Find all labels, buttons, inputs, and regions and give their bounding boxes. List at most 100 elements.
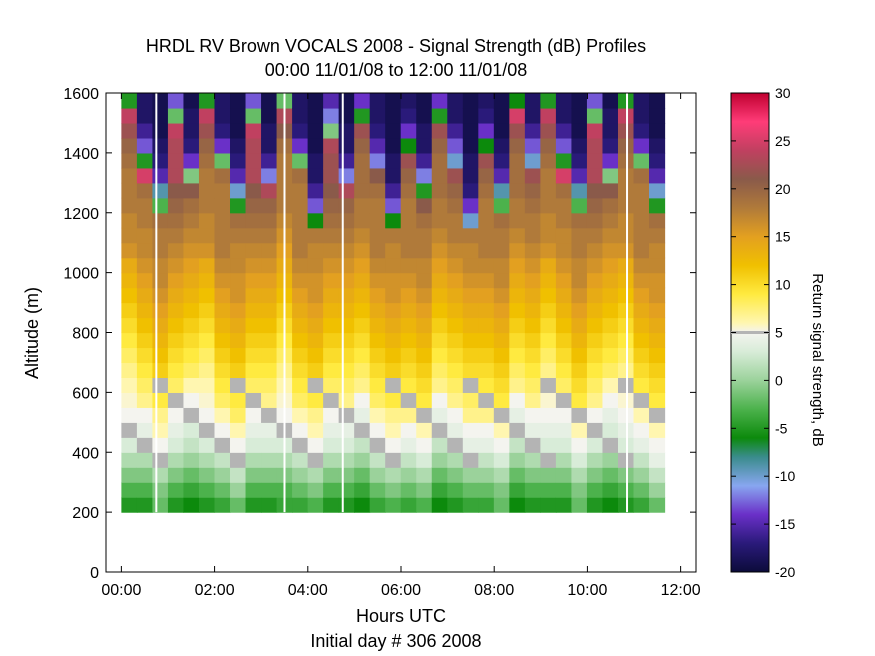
heatmap-cell xyxy=(354,227,371,244)
heatmap-cell xyxy=(136,137,154,154)
heatmap-cell xyxy=(385,467,402,483)
heatmap-cell xyxy=(633,197,650,214)
heatmap-cell xyxy=(478,437,495,453)
heatmap-cell xyxy=(183,377,200,393)
heatmap-cell xyxy=(167,242,185,259)
heatmap-cell xyxy=(478,257,495,274)
heatmap-cell xyxy=(198,332,216,349)
heatmap-cell xyxy=(245,227,262,244)
heatmap-cell xyxy=(292,107,309,124)
heatmap-cell xyxy=(400,122,417,139)
y-tick-label: 400 xyxy=(72,445,99,462)
heatmap-cell xyxy=(338,332,355,349)
heatmap-cell xyxy=(307,317,324,334)
heatmap-cell xyxy=(555,452,573,468)
heatmap-cell xyxy=(555,227,573,244)
heatmap-cell xyxy=(540,362,557,379)
heatmap-cell xyxy=(540,332,557,349)
heatmap-cell xyxy=(462,152,479,169)
y-tick-label: 1200 xyxy=(63,206,99,223)
heatmap-cell xyxy=(493,422,510,438)
heatmap-cell xyxy=(462,182,479,199)
heatmap-cell xyxy=(602,392,619,408)
heatmap-cell xyxy=(649,347,666,364)
heatmap-cell xyxy=(136,302,154,319)
heatmap-cell xyxy=(136,377,154,393)
heatmap-cell xyxy=(586,152,604,169)
heatmap-cell xyxy=(649,392,666,408)
heatmap-cell xyxy=(478,272,495,289)
heatmap-cell xyxy=(571,482,588,498)
heatmap-cell xyxy=(152,287,169,304)
heatmap-cell xyxy=(307,422,324,438)
heatmap-cell xyxy=(198,317,216,334)
heatmap-cell xyxy=(385,167,402,184)
heatmap-cell xyxy=(152,137,169,154)
heatmap-cell xyxy=(338,227,355,244)
heatmap-cell xyxy=(633,152,650,169)
heatmap-cell xyxy=(540,422,557,438)
heatmap-cell xyxy=(416,212,433,229)
heatmap-cell xyxy=(555,242,573,259)
heatmap-cell xyxy=(245,107,262,124)
heatmap-cell xyxy=(198,422,216,438)
heatmap-cell xyxy=(586,107,604,124)
heatmap-cell xyxy=(602,317,619,334)
heatmap-cell xyxy=(431,437,448,453)
heatmap-cell xyxy=(183,452,200,468)
heatmap-cell xyxy=(292,227,309,244)
heatmap-cell xyxy=(307,272,324,289)
heatmap-cell xyxy=(183,497,200,513)
heatmap-cell xyxy=(602,377,619,393)
heatmap-cell xyxy=(323,242,340,259)
heatmap-cell xyxy=(121,407,138,423)
heatmap-cell xyxy=(121,497,138,513)
heatmap-cell xyxy=(540,257,557,274)
heatmap-cell xyxy=(493,257,510,274)
heatmap-cell xyxy=(633,257,650,274)
heatmap-cell xyxy=(183,467,200,483)
heatmap-cell xyxy=(338,317,355,334)
heatmap-cell xyxy=(555,107,573,124)
heatmap-cell xyxy=(338,287,355,304)
heatmap-cell xyxy=(462,197,479,214)
heatmap-cell xyxy=(509,392,526,408)
heatmap-cell xyxy=(167,407,185,423)
heatmap-cell xyxy=(152,377,169,393)
heatmap-cell xyxy=(183,257,200,274)
heatmap-cell xyxy=(136,407,154,423)
heatmap-cell xyxy=(493,272,510,289)
heatmap-cell xyxy=(385,212,402,229)
heatmap-cell xyxy=(602,452,619,468)
heatmap-cell xyxy=(493,392,510,408)
y-tick-label: 0 xyxy=(90,565,99,582)
heatmap-cell xyxy=(354,467,371,483)
heatmap-cell xyxy=(152,467,169,483)
heatmap-cell xyxy=(447,362,464,379)
heatmap-cell xyxy=(307,107,324,124)
heatmap-cell xyxy=(323,407,340,423)
heatmap-cell xyxy=(369,407,386,423)
colorbar-tick-label: -5 xyxy=(775,420,788,436)
heatmap-cell xyxy=(493,137,510,154)
heatmap-cell xyxy=(198,467,216,483)
heatmap-cell xyxy=(385,107,402,124)
heatmap-cell xyxy=(602,212,619,229)
heatmap-cell xyxy=(338,347,355,364)
heatmap-cell xyxy=(354,107,371,124)
heatmap-cell xyxy=(292,122,309,139)
heatmap-cell xyxy=(524,242,541,259)
heatmap-cell xyxy=(385,407,402,423)
heatmap-cell xyxy=(261,167,278,184)
x-tick-label: 10:00 xyxy=(567,582,607,599)
heatmap-cell xyxy=(524,107,541,124)
heatmap-cell xyxy=(478,152,495,169)
heatmap-cell xyxy=(183,197,200,214)
heatmap-cell xyxy=(354,152,371,169)
heatmap-cell xyxy=(586,482,604,498)
heatmap-cell xyxy=(338,392,355,408)
heatmap-cell xyxy=(400,482,417,498)
heatmap-cell xyxy=(431,422,448,438)
heatmap-cell xyxy=(462,212,479,229)
heatmap-cell xyxy=(524,437,541,453)
